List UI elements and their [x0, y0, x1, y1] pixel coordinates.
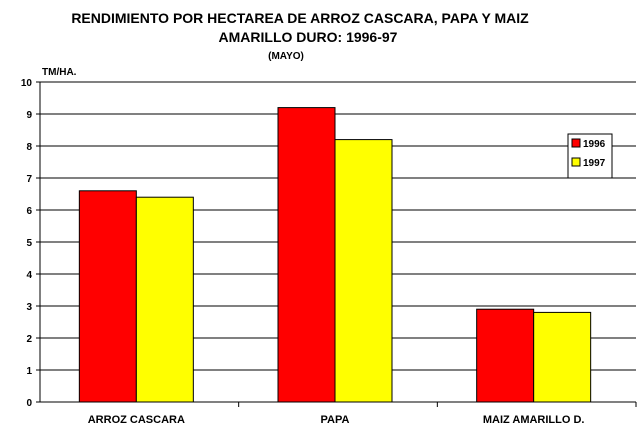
y-axis-label: TM/HA. [42, 67, 77, 78]
legend: 1996 1997 [567, 133, 613, 179]
x-tick-label: MAIZ AMARILLO D. [483, 414, 585, 426]
x-tick-label: ARROZ CASCARA [88, 414, 185, 426]
y-tick-label: 3 [26, 302, 32, 313]
bars [78, 107, 592, 403]
legend-swatch [571, 138, 581, 148]
chart-subtitle: (MAYO) [268, 51, 304, 62]
legend-swatch [571, 157, 581, 167]
chart-title-line2: AMARILLO DURO: 1996-97 [218, 29, 398, 45]
bar [476, 308, 535, 403]
legend-label: 1997 [583, 158, 606, 169]
y-tick-label: 4 [26, 270, 32, 281]
bar [334, 139, 393, 403]
bar [135, 196, 194, 403]
y-tick-label: 7 [26, 174, 32, 185]
x-tick-label: PAPA [321, 414, 350, 426]
bar [533, 311, 592, 403]
axes: 0 1 2 3 4 5 6 7 8 9 10 ARROZ CASCARA PAPA MAIZ AMARIL… [21, 78, 637, 426]
y-tick-label: 10 [21, 78, 33, 89]
bar [277, 107, 336, 403]
y-tick-label: 9 [26, 110, 32, 121]
y-tick-label: 2 [26, 334, 32, 345]
legend-label: 1996 [583, 139, 606, 150]
y-tick-label: 6 [26, 206, 32, 217]
bar [78, 190, 137, 403]
y-tick-label: 1 [26, 366, 32, 377]
y-tick-label: 5 [26, 238, 32, 249]
chart-title: RENDIMIENTO POR HECTAREA DE ARROZ CASCAR… [71, 10, 529, 26]
y-tick-label: 0 [26, 398, 32, 409]
y-tick-label: 8 [26, 142, 32, 153]
